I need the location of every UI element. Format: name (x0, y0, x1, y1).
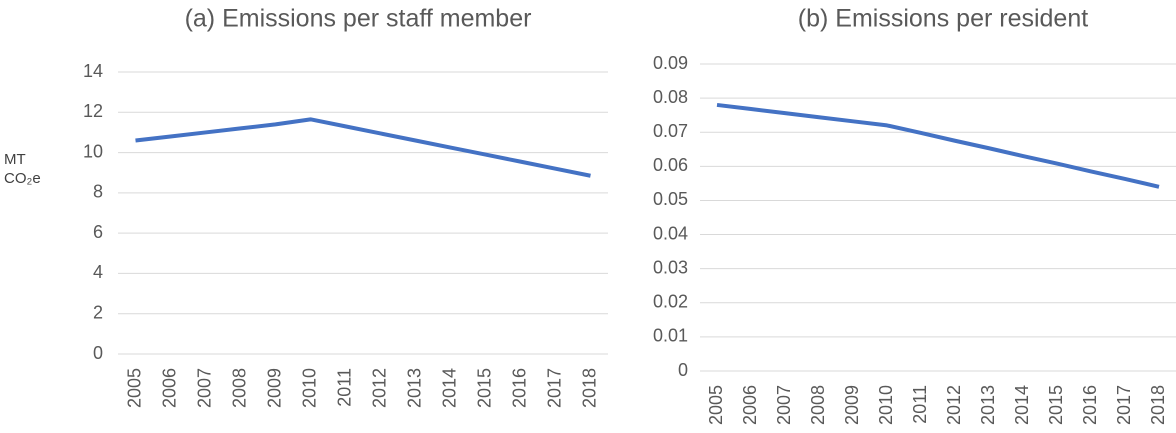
y-tick-label: 0.04 (653, 223, 688, 243)
y-tick-label: 10 (83, 141, 103, 161)
x-tick-label: 2013 (978, 385, 998, 425)
y-tick-label: 0 (678, 360, 688, 380)
x-tick-label: 2007 (194, 368, 214, 408)
x-tick-label: 2015 (1046, 385, 1066, 425)
y-tick-label: 14 (83, 61, 103, 81)
y-tick-label: 2 (93, 302, 103, 322)
line-series (716, 102, 1160, 189)
y-tick-label: 0.02 (653, 292, 688, 312)
x-tick-label: 2010 (876, 385, 896, 425)
x-tick-label: 2009 (264, 368, 284, 408)
x-tick-label: 2017 (1114, 385, 1134, 425)
x-tick-label: 2007 (774, 385, 794, 425)
chart-title: (a) Emissions per staff member (185, 5, 532, 33)
y-tick-label: 0.09 (653, 53, 688, 73)
x-tick-label: 2010 (299, 368, 319, 408)
y-axis-label: MT CO₂e (4, 151, 41, 187)
x-tick-label: 2016 (509, 368, 529, 408)
x-tick-label: 2018 (1148, 385, 1168, 425)
y-tick-label: 0.01 (653, 326, 688, 346)
x-tick-label: 2017 (544, 368, 564, 408)
x-tick-label: 2005 (706, 385, 726, 425)
x-tick-label: 2011 (910, 385, 930, 424)
y-tick-label: 0 (93, 343, 103, 363)
chart-title: (b) Emissions per resident (798, 5, 1088, 33)
x-tick-label: 2016 (1080, 385, 1100, 425)
x-tick-label: 2008 (808, 385, 828, 425)
x-tick-label: 2009 (842, 385, 862, 425)
line-series (135, 117, 591, 178)
x-tick-label: 2014 (1012, 385, 1032, 425)
y-tick-label: 0.07 (653, 121, 688, 141)
y-tick-label: 6 (93, 222, 103, 242)
y-tick-label: 4 (93, 262, 103, 282)
x-tick-label: 2012 (369, 368, 389, 408)
y-tick-label: 0.08 (653, 87, 688, 107)
x-tick-label: 2005 (124, 368, 144, 408)
y-tick-label: 0.03 (653, 257, 688, 277)
x-tick-label: 2013 (404, 368, 424, 408)
x-tick-label: 2018 (579, 368, 599, 408)
x-tick-label: 2006 (740, 385, 760, 425)
x-tick-label: 2012 (944, 385, 964, 425)
y-tick-label: 12 (83, 101, 103, 121)
x-tick-label: 2014 (439, 368, 459, 408)
y-tick-label: 0.05 (653, 189, 688, 209)
x-tick-label: 2006 (159, 368, 179, 408)
y-tick-label: 0.06 (653, 155, 688, 175)
x-tick-label: 2015 (474, 368, 494, 408)
x-tick-label: 2011 (334, 368, 354, 407)
y-tick-label: 8 (93, 182, 103, 202)
x-tick-label: 2008 (229, 368, 249, 408)
